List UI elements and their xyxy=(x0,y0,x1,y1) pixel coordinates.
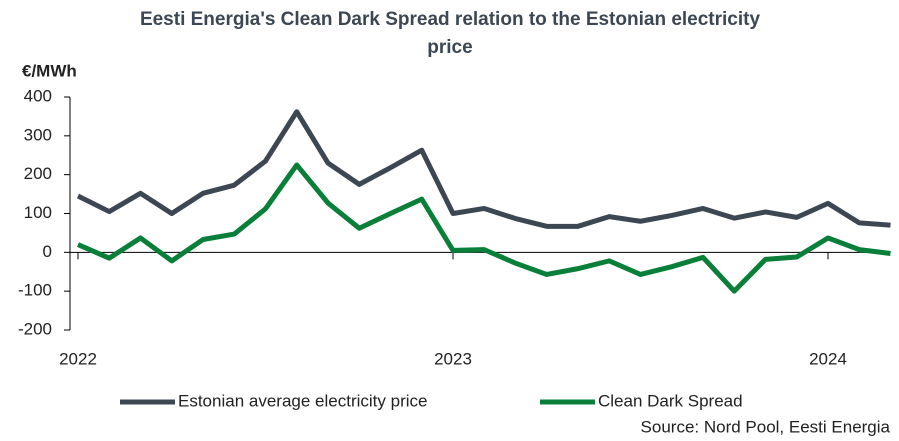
y-tick-label: 400 xyxy=(24,86,52,105)
x-tick-label: 2024 xyxy=(809,349,847,368)
y-axis-label: €/MWh xyxy=(22,61,77,80)
y-tick-label: 0 xyxy=(43,242,52,261)
series-line xyxy=(76,109,891,229)
y-tick-label: 300 xyxy=(24,125,52,144)
x-tick-label: 2023 xyxy=(434,349,472,368)
chart-title: Eesti Energia's Clean Dark Spread relati… xyxy=(139,9,761,58)
x-tick-label: 2022 xyxy=(59,349,97,368)
legend-label: Clean Dark Spread xyxy=(598,391,743,410)
series-line xyxy=(77,162,891,294)
y-tick-label: -100 xyxy=(18,281,52,300)
y-tick-label: 200 xyxy=(24,164,52,183)
y-tick-label: 100 xyxy=(24,203,52,222)
source: Source: Nord Pool, Eesti Energia xyxy=(641,417,891,436)
y-tick-label: -200 xyxy=(18,319,52,338)
legend-label: Estonian average electricity price xyxy=(178,391,427,410)
